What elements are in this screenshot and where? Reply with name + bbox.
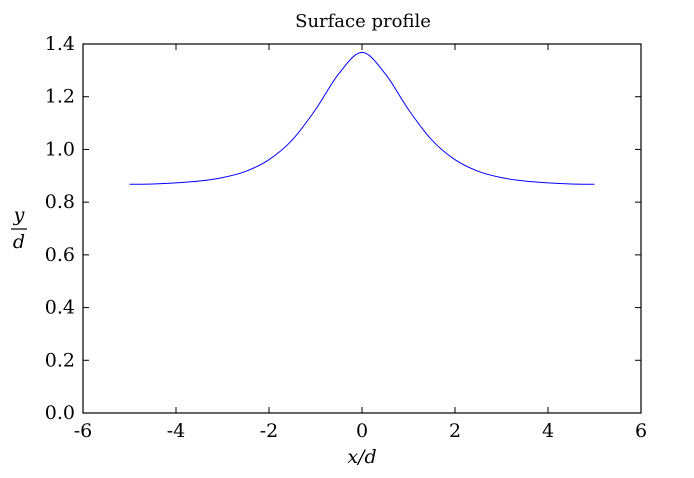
plot-frame: [82, 43, 642, 414]
y-axis-label: y d: [11, 204, 27, 253]
y-tick-label: 0.4: [45, 297, 75, 319]
y-axis-label-denominator: d: [13, 231, 25, 253]
x-tick-label: 4: [542, 420, 554, 442]
x-tick-label: 6: [635, 420, 647, 442]
y-axis-tick-labels: 0.0 0.2 0.4 0.6 0.8 1.0 1.2 1.4: [45, 33, 75, 424]
y-tick-label: 0.0: [45, 402, 75, 424]
x-tick-label: -2: [260, 420, 279, 442]
y-tick-label: 1.2: [45, 86, 75, 108]
x-tick-label: -4: [167, 420, 186, 442]
y-axis-label-numerator: y: [13, 204, 25, 226]
surface-profile-line: [129, 51, 595, 185]
x-axis-ticks: [82, 44, 642, 413]
x-tick-label: 0: [356, 420, 368, 442]
y-tick-label: 1.0: [45, 138, 75, 160]
y-tick-label: 0.6: [45, 244, 75, 266]
x-tick-label: 2: [449, 420, 461, 442]
chart-title: Surface profile: [295, 11, 431, 32]
y-axis-ticks: [83, 43, 641, 414]
y-tick-label: 1.4: [45, 33, 75, 55]
x-axis-tick-labels: -6 -4 -2 0 2 4 6: [74, 420, 647, 442]
x-axis-label: x/d: [347, 446, 376, 468]
x-tick-label: -6: [74, 420, 93, 442]
y-tick-label: 0.2: [45, 349, 75, 371]
y-tick-label: 0.8: [45, 191, 75, 213]
